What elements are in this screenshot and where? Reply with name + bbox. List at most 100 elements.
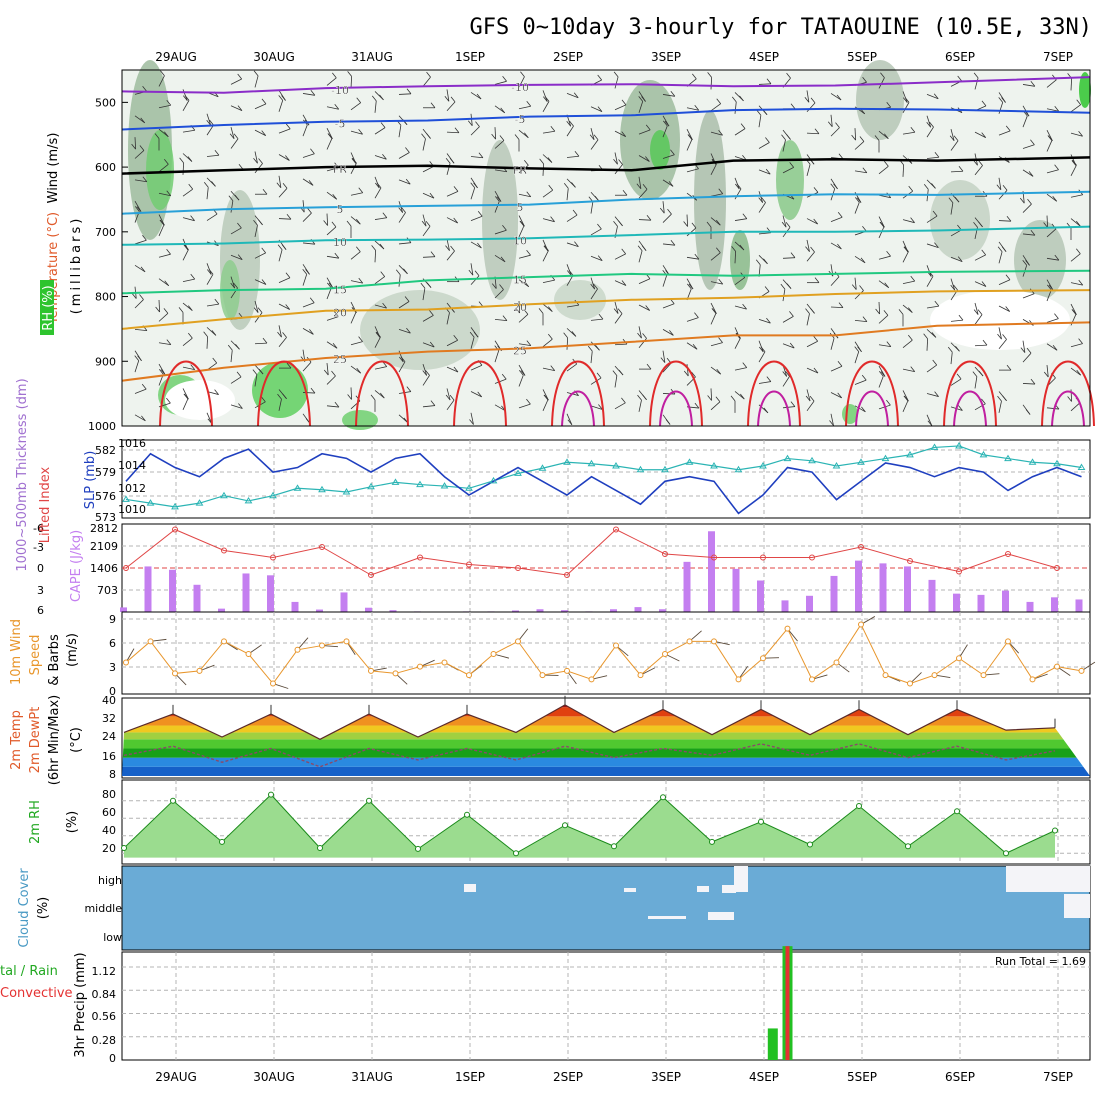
wind-barb-flag [261,396,266,403]
wind-barb-flag [731,246,736,252]
wind-barb-flag [862,225,867,232]
wind-barb [878,255,891,260]
wind-speed-point [515,638,521,645]
wind-barb-flag [958,405,963,411]
wind-barb [518,129,529,139]
wind-barb [998,339,1007,349]
wind-barb-flag [1020,347,1026,353]
lifted-index-point [1054,565,1060,571]
wind-barb-flag [1076,369,1082,376]
precip-tick: 0.56 [92,1010,117,1023]
wind-barb-flag [686,283,692,290]
wind-barb [974,131,986,138]
wind-barb [350,76,353,89]
wind-barb [1022,293,1035,299]
wind-barb-flag [332,72,337,79]
wind-barb-flag [731,96,737,103]
wind-barb-flag [670,239,676,246]
date-label-top: 2SEP [553,50,583,64]
wind-barb-flag [179,157,184,164]
wind-barb-flag [568,270,574,276]
wind-barb-flag [142,234,147,241]
cape-bar [732,568,740,612]
wind-barb-flag [908,307,913,313]
wind-barb-flag [142,86,147,92]
wind-barb [1022,84,1035,87]
thickness-point [465,484,473,491]
wind-barb [1046,318,1059,323]
wind-barb [1046,257,1059,261]
wind-barb [662,154,675,159]
wind-barb [158,192,171,197]
thickness-point [318,485,326,493]
dewpoint-line [123,743,1056,768]
wind-barb [806,400,815,412]
wind-barb-flag [351,158,357,164]
thickness-point [391,478,400,485]
cape-bar [291,601,299,612]
wind-barb-flag [997,246,1003,252]
rh-point [317,845,323,851]
thickness-point [587,459,596,467]
wind-barb [422,192,435,199]
pressure-tick: 500 [95,96,116,109]
wind-barb [686,317,699,322]
cape-bar [1002,590,1009,612]
isotherm-label: -5 [335,118,346,131]
wind-barb [278,154,290,161]
rh-blob [650,130,670,170]
wind-speed-point [1078,667,1085,674]
wind-barb [206,263,212,275]
surface-isotherm [257,360,311,427]
thickness-point [930,443,939,450]
wind-barb [182,398,189,410]
wind-barb-flag [282,393,287,400]
wind-barb-flag [502,224,507,231]
wind-barb [782,257,796,259]
date-label-bottom: 4SEP [749,1070,779,1084]
wind-barb-flag [475,121,480,127]
rh-blob [694,110,726,290]
wind-barb-flag [789,342,795,349]
wind-barb [878,194,891,199]
wind-barb-flag [430,251,436,257]
wind-barb [902,251,909,263]
wind-barb [326,363,329,376]
wind-barb-flag [642,184,648,190]
wind-speed-point [833,659,840,666]
rh-blob [342,410,378,430]
wind-barb-flag [694,312,699,318]
wind-barb-flag [636,183,642,189]
wind-barb [302,242,315,245]
temp-tick: 16 [102,750,116,763]
wind-barb-flag [949,135,955,141]
wind-barb-flag [642,333,647,339]
wind-barb-flag [781,134,786,141]
li-tick: 6 [37,604,44,617]
wind-barb-flag [1006,215,1012,222]
wind-barb-flag [718,337,723,343]
wind-barb [1046,343,1058,351]
wind-barb-flag [374,182,380,189]
wind-barb-flag [716,247,721,253]
wind-barb-flag [526,249,531,256]
surface-isotherm-inner [561,390,595,427]
wind-barb-flag [421,133,426,140]
wind-barb [614,343,628,346]
wind-barb-flag [814,277,820,283]
wind-barb [1046,169,1059,174]
thickness-point [440,482,449,489]
wind-barb [638,129,651,135]
wind-barb-flag [641,245,647,251]
wind-barb-flag [227,344,233,351]
date-label-top: 1SEP [455,50,485,64]
wind-barb-flag [785,371,790,377]
wind-barb-flag [183,244,189,251]
wind-barb [614,76,619,89]
wind-barb [1070,104,1081,113]
wind-barb-flag [326,282,332,289]
wind-barb-flag [670,149,675,156]
thickness-point [979,450,988,458]
wind-barb [230,200,234,213]
wind-barb-flag [1078,338,1083,344]
